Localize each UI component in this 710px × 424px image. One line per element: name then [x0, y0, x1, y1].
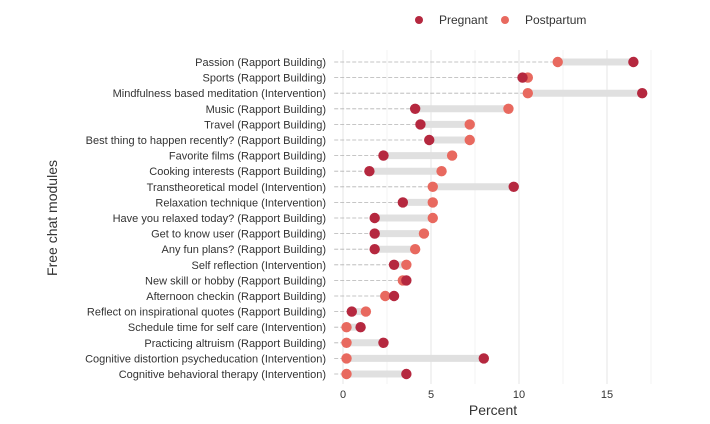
postpartum-point	[503, 103, 514, 115]
postpartum-point	[401, 259, 412, 270]
x-tick-label: 10	[513, 389, 525, 401]
points	[341, 56, 648, 380]
legend: Pregnant Postpartum	[415, 13, 586, 27]
postpartum-point	[341, 353, 352, 364]
postpartum-point	[341, 337, 352, 348]
pregnant-point	[401, 275, 412, 286]
y-tick-label: Transtheoretical model (Intervention)	[147, 182, 326, 194]
postpartum-point	[446, 150, 458, 161]
postpartum-point	[380, 290, 391, 302]
postpartum-point	[427, 212, 438, 224]
postpartum-point	[552, 56, 563, 68]
pregnant-point	[508, 181, 519, 192]
postpartum-point	[464, 134, 475, 146]
y-tick-label: Best thing to happen recently? (Rapport …	[86, 135, 326, 147]
pregnant-point	[378, 150, 389, 161]
pregnant-point	[517, 72, 528, 83]
pregnant-point	[628, 56, 639, 68]
y-tick-label: Any fun plans? (Rapport Building)	[162, 244, 326, 256]
y-tick-label: Have you relaxed today? (Rapport Buildin…	[113, 213, 326, 225]
pregnant-point	[346, 306, 357, 317]
y-tick-label: Get to know user (Rapport Building)	[151, 229, 326, 241]
postpartum-point	[341, 368, 352, 380]
legend-marker-pregnant	[415, 16, 423, 24]
x-tick-label: 5	[428, 389, 434, 401]
postpartum-point	[427, 197, 438, 208]
y-tick-label: Favorite films (Rapport Building)	[169, 151, 326, 163]
pregnant-point	[378, 337, 389, 348]
pregnant-point	[397, 197, 409, 208]
x-tick-labels: 0 5 10 15	[340, 389, 613, 401]
pregnant-point	[401, 368, 412, 380]
pregnant-point	[364, 166, 375, 177]
pregnant-point	[388, 259, 400, 270]
pregnant-point	[369, 244, 380, 255]
x-axis-title: Percent	[469, 402, 517, 418]
pregnant-point	[388, 290, 400, 302]
y-tick-label: Reflect on inspirational quotes (Rapport…	[87, 307, 326, 319]
pregnant-point	[415, 119, 426, 130]
y-tick-label: Mindfulness based meditation (Interventi…	[113, 88, 326, 100]
y-tick-label: Travel (Rapport Building)	[204, 119, 326, 131]
pregnant-point	[355, 322, 366, 333]
y-tick-label: Passion (Rapport Building)	[195, 57, 326, 69]
y-tick-labels: Passion (Rapport Building) Sports (Rappor…	[85, 57, 326, 381]
pregnant-point	[369, 228, 380, 239]
legend-marker-postpartum	[501, 16, 509, 24]
pregnant-point	[424, 134, 435, 146]
y-tick-label: New skill or hobby (Rapport Building)	[145, 275, 326, 287]
y-tick-label: Relaxation technique (Intervention)	[155, 197, 326, 209]
x-tick-label: 0	[340, 389, 346, 401]
legend-label-pregnant: Pregnant	[439, 13, 488, 27]
y-tick-label: Practicing altruism (Rapport Building)	[144, 338, 326, 350]
y-tick-label: Music (Rapport Building)	[206, 104, 326, 116]
postpartum-point	[341, 322, 352, 333]
postpartum-point	[409, 244, 421, 255]
y-tick-label: Self reflection (Intervention)	[191, 260, 326, 272]
postpartum-point	[418, 228, 430, 239]
y-tick-label: Sports (Rapport Building)	[202, 73, 326, 85]
postpartum-point	[360, 306, 372, 317]
postpartum-point	[427, 181, 438, 192]
pregnant-point	[409, 103, 421, 115]
postpartum-point	[464, 119, 475, 130]
y-tick-label: Schedule time for self care (Interventio…	[128, 322, 326, 334]
legend-label-postpartum: Postpartum	[525, 13, 586, 27]
y-tick-label: Cognitive distortion psycheducation (Int…	[85, 353, 326, 365]
y-tick-label: Cognitive behavioral therapy (Interventi…	[119, 369, 326, 381]
pregnant-point	[637, 88, 648, 99]
pregnant-point	[369, 212, 380, 224]
x-tick-label: 15	[601, 389, 613, 401]
pregnant-point	[478, 353, 489, 364]
y-axis-title: Free chat modules	[44, 160, 60, 276]
postpartum-point	[522, 88, 533, 99]
y-tick-label: Afternoon checkin (Rapport Building)	[146, 291, 326, 303]
y-tick-label: Cooking interests (Rapport Building)	[149, 166, 326, 178]
postpartum-point	[436, 166, 447, 177]
